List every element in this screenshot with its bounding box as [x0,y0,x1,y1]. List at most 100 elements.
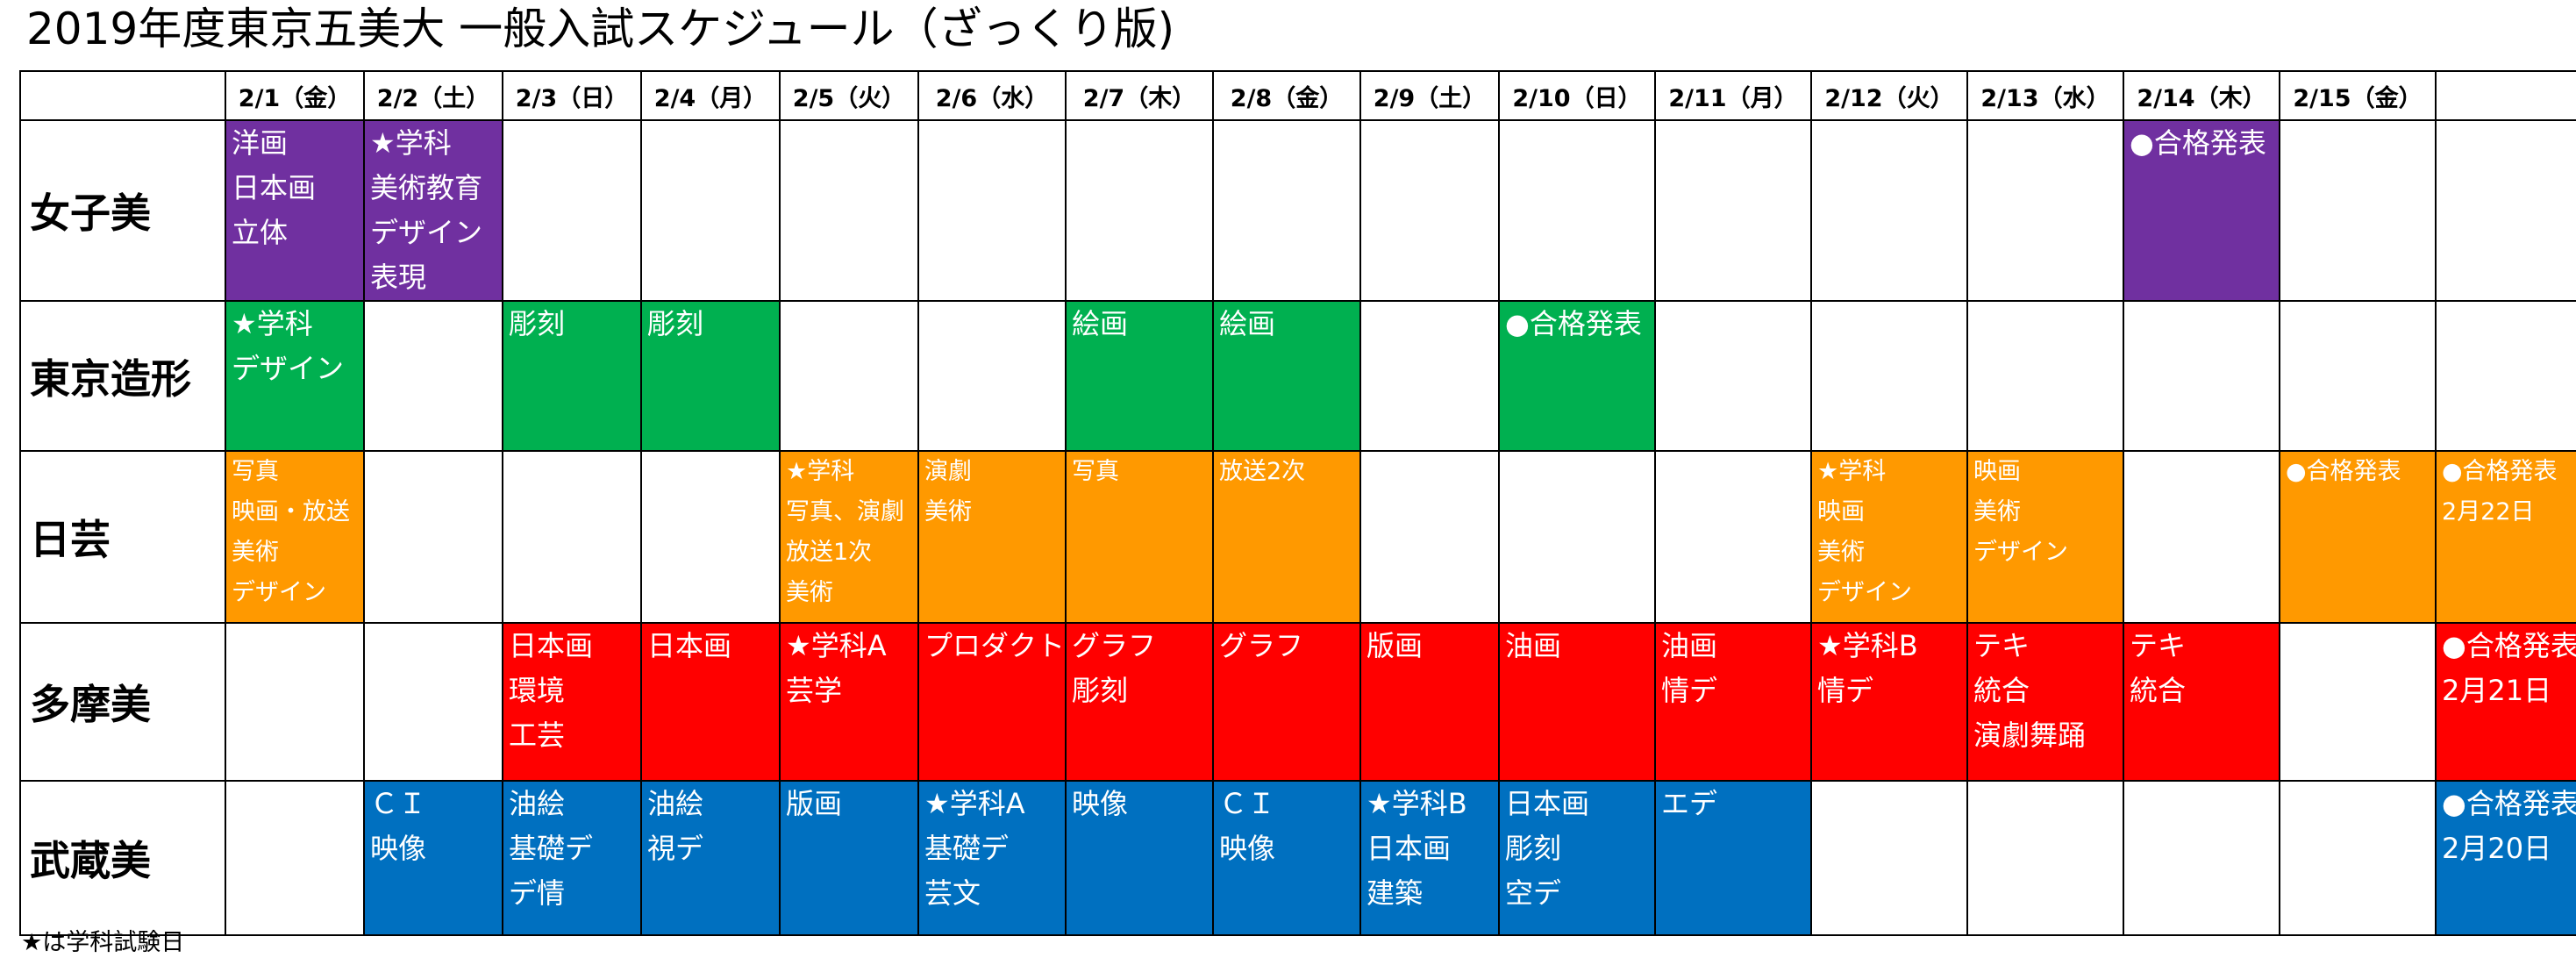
exam-item: 放送2次 [1219,458,1306,485]
exam-item: ★学科A [924,787,1025,820]
empty-cell [1654,300,1812,452]
exam-item: 映画 [1973,458,2021,485]
exam-item: 工芸 [509,718,566,752]
date-header [2435,70,2576,121]
empty-cell [640,119,781,302]
empty-cell [363,622,503,782]
empty-cell [363,450,503,624]
exam-item: デザイン [370,216,483,249]
exam-cell: ★学科 写真、演劇 放送1次 美術 [779,450,919,624]
exam-item: 基礎デ [509,832,594,865]
schedule-table: 2/1（金） 2/2（土） 2/3（日） 2/4（月） 2/5（火） 2/6（水） 2/7（… [19,70,2576,936]
exam-item: 2月21日 [2442,674,2552,707]
exam-cell: ＣＩ 映像 [1212,780,1361,936]
exam-item: ★学科 [786,458,855,485]
university-row: 東京造形 ★学科 デザイン 彫刻 彫刻 絵画 絵画 ●合格発表 [19,300,2576,452]
exam-cell: 油絵 視デ [640,780,781,936]
exam-item: 映像 [1219,832,1276,865]
exam-cell: ★学科A 芸学 [779,622,919,782]
empty-cell [1810,780,1968,936]
exam-cell: テキ 統合 [2123,622,2280,782]
university-row: 女子美 洋画 日本画 立体 ★学科 美術教育 デザイン 表現 ●合格発表 [19,119,2576,302]
empty-cell [2123,300,2280,452]
exam-item: 演劇舞踊 [1973,718,2087,752]
exam-item: 放送1次 [786,539,873,566]
date-header: 2/7（木） [1065,70,1214,121]
exam-item: テキ [2130,629,2187,662]
exam-item: 絵画 [1219,307,1276,340]
date-header: 2/6（水） [917,70,1067,121]
empty-cell [917,300,1067,452]
page-title: 2019年度東京五美大 一般入試スケジュール（ざっくり版) [26,4,1175,54]
date-header: 2/12（火） [1810,70,1968,121]
exam-item: ＣＩ [370,787,427,820]
exam-item: ★学科B [1366,787,1467,820]
exam-item: 版画 [786,787,843,820]
empty-cell [502,119,642,302]
exam-item: 統合 [2130,674,2187,707]
university-name: 武蔵美 [19,780,226,936]
exam-cell: ●合格発表 2月21日 [2435,622,2576,782]
exam-item: デザイン [232,352,345,385]
exam-item: 日本画 [647,629,732,662]
exam-item: ★学科 [232,307,313,340]
exam-item: 美術 [786,579,833,606]
exam-item: デザイン [1973,539,2068,566]
university-row: 武蔵美 ＣＩ 映像 油絵 基礎デ デ情 油絵 視デ 版画 ★学科A 基礎デ 芸文 映像 ＣＩ 映像 ★学科B 日… [19,780,2576,936]
exam-cell: 演劇 美術 [917,450,1067,624]
exam-item: 情デ [1817,674,1874,707]
empty-cell [779,300,919,452]
exam-cell: グラフ 彫刻 [1065,622,1214,782]
exam-item: ●合格発表 [2130,126,2266,160]
exam-cell: ＣＩ 映像 [363,780,503,936]
date-header-row: 2/1（金） 2/2（土） 2/3（日） 2/4（月） 2/5（火） 2/6（水） 2/7（… [19,70,2576,121]
exam-cell: 放送2次 [1212,450,1361,624]
empty-cell [1810,300,1968,452]
exam-cell: 版画 [1359,622,1500,782]
empty-cell [1212,119,1361,302]
exam-cell: 油絵 基礎デ デ情 [502,780,642,936]
university-row: 多摩美 日本画 環境 工芸 日本画 ★学科A 芸学 プロダクト グラフ 彫刻 グラフ 版画 油画 油画 情デ… [19,622,2576,782]
exam-item: 日本画 [1366,832,1452,865]
exam-item: デザイン [232,579,326,606]
exam-cell: 日本画 環境 工芸 [502,622,642,782]
exam-item: 版画 [1366,629,1424,662]
empty-cell [1966,119,2124,302]
exam-item: 環境 [509,674,566,707]
exam-item: 映画・放送 [232,498,350,525]
exam-item: 美術教育 [370,171,483,204]
empty-cell [1810,119,1968,302]
empty-cell [1065,119,1214,302]
exam-item: 美術 [924,498,972,525]
exam-cell: 映画 美術 デザイン [1966,450,2124,624]
empty-cell [1359,300,1500,452]
exam-item: 美術 [1973,498,2021,525]
exam-cell: ●合格発表 [1498,300,1656,452]
exam-item: ★学科B [1817,629,1918,662]
exam-item: 彫刻 [509,307,566,340]
exam-item: 日本画 [509,629,594,662]
exam-cell: 彫刻 [502,300,642,452]
exam-cell: 日本画 彫刻 空デ [1498,780,1656,936]
corner-cell [19,70,226,121]
exam-item: 絵画 [1072,307,1129,340]
empty-cell [1359,450,1500,624]
empty-cell [2123,780,2280,936]
exam-cell: ★学科B 情デ [1810,622,1968,782]
exam-item: 演劇 [924,458,972,485]
exam-cell: 油画 [1498,622,1656,782]
date-header: 2/9（土） [1359,70,1500,121]
exam-item: ●合格発表 [2442,629,2576,662]
empty-cell [2123,450,2280,624]
date-header: 2/3（日） [502,70,642,121]
exam-cell: 絵画 [1065,300,1214,452]
exam-item: ★学科 [370,126,452,160]
exam-item: ★学科 [1817,458,1887,485]
exam-item: 洋画 [232,126,289,160]
exam-item: ★学科A [786,629,887,662]
empty-cell [2279,119,2437,302]
exam-item: 2月20日 [2442,832,2552,865]
exam-cell: ●合格発表 [2279,450,2437,624]
exam-item: 建築 [1366,876,1424,910]
exam-item: 映像 [370,832,427,865]
